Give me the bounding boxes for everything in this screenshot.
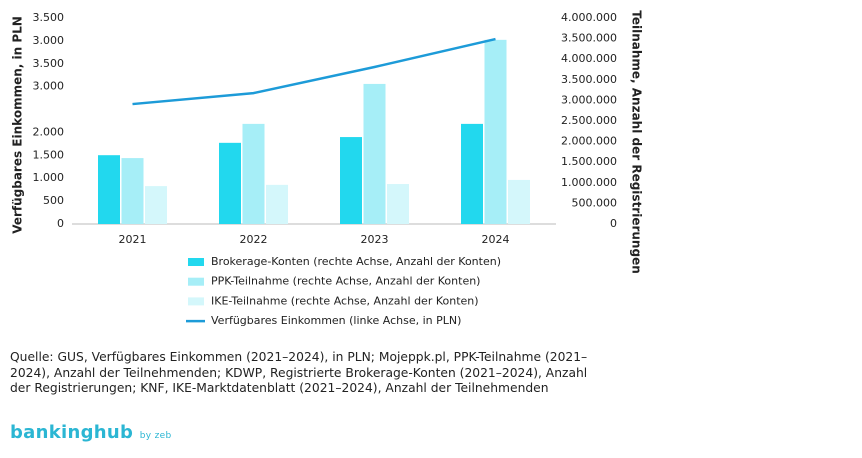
logo-suffix: by zeb [139,431,172,441]
y2-tick-label: 4.000.000 [561,52,617,65]
y2-tick-label: 2.000.000 [561,135,617,148]
bar [266,184,288,224]
legend-swatch [188,258,204,266]
line [132,37,496,106]
bar [508,179,530,224]
legend-label: PPK-Teilnahme (rechte Achse, Anzahl der … [211,275,480,288]
bar [484,39,507,224]
bar [387,184,409,224]
bar [340,137,362,224]
y2-tick-label: 500.000 [572,196,618,209]
legend-label: IKE-Teilnahme (rechte Achse, Anzahl der … [211,294,479,307]
y2-tick-label: 3.500.000 [561,32,617,45]
y2-tick-label: 2.500.000 [561,114,617,127]
x-tick-label: 2024 [482,233,510,246]
y-tick-label: 3.000 [33,80,65,93]
y-tick-label: 3.500 [33,57,65,70]
bar [461,123,483,224]
y-tick-label: 0 [57,217,64,230]
x-tick-label: 2021 [119,233,147,246]
y-tick-label: 3.000 [33,34,65,47]
y2-tick-label: 3.000.000 [561,93,617,106]
y-tick-label: 1.000 [33,171,65,184]
y2-tick-label: 0 [610,217,617,230]
y2-axis-title: Teilnahme, Anzahl der Registrierungen [630,10,644,274]
x-tick-label: 2023 [361,233,389,246]
bar [121,158,144,224]
bar [98,155,120,224]
y-tick-label: 1.500 [33,148,65,161]
legend-swatch [188,297,204,306]
chart: Verfügbares Einkommen, in PLN Teilnahme,… [11,10,644,327]
bar [242,123,265,224]
y-axis-title: Verfügbares Einkommen, in PLN [11,16,25,234]
y2-tick-label: 1.500.000 [561,155,617,168]
bar [145,186,167,224]
logo: bankinghub by zeb [10,422,171,443]
y-tick-label: 500 [43,194,64,207]
legend-swatch [188,277,204,286]
legend-label: Verfügbares Einkommen (linke Achse, in P… [211,314,461,327]
y-tick-label: 3.500 [33,11,65,24]
source-note: Quelle: GUS, Verfügbares Einkommen (2021… [10,350,588,395]
y2-tick-label: 3.500.000 [561,73,617,86]
logo-text: bankinghub [10,422,134,443]
y2-tick-label: 4.000.000 [561,11,617,24]
y-tick-label: 2.000 [33,125,65,138]
y2-tick-label: 1.000.000 [561,176,617,189]
x-tick-label: 2022 [240,233,268,246]
legend-label: Brokerage-Konten (rechte Achse, Anzahl d… [211,255,501,268]
bar [363,83,386,224]
bar [219,142,241,224]
